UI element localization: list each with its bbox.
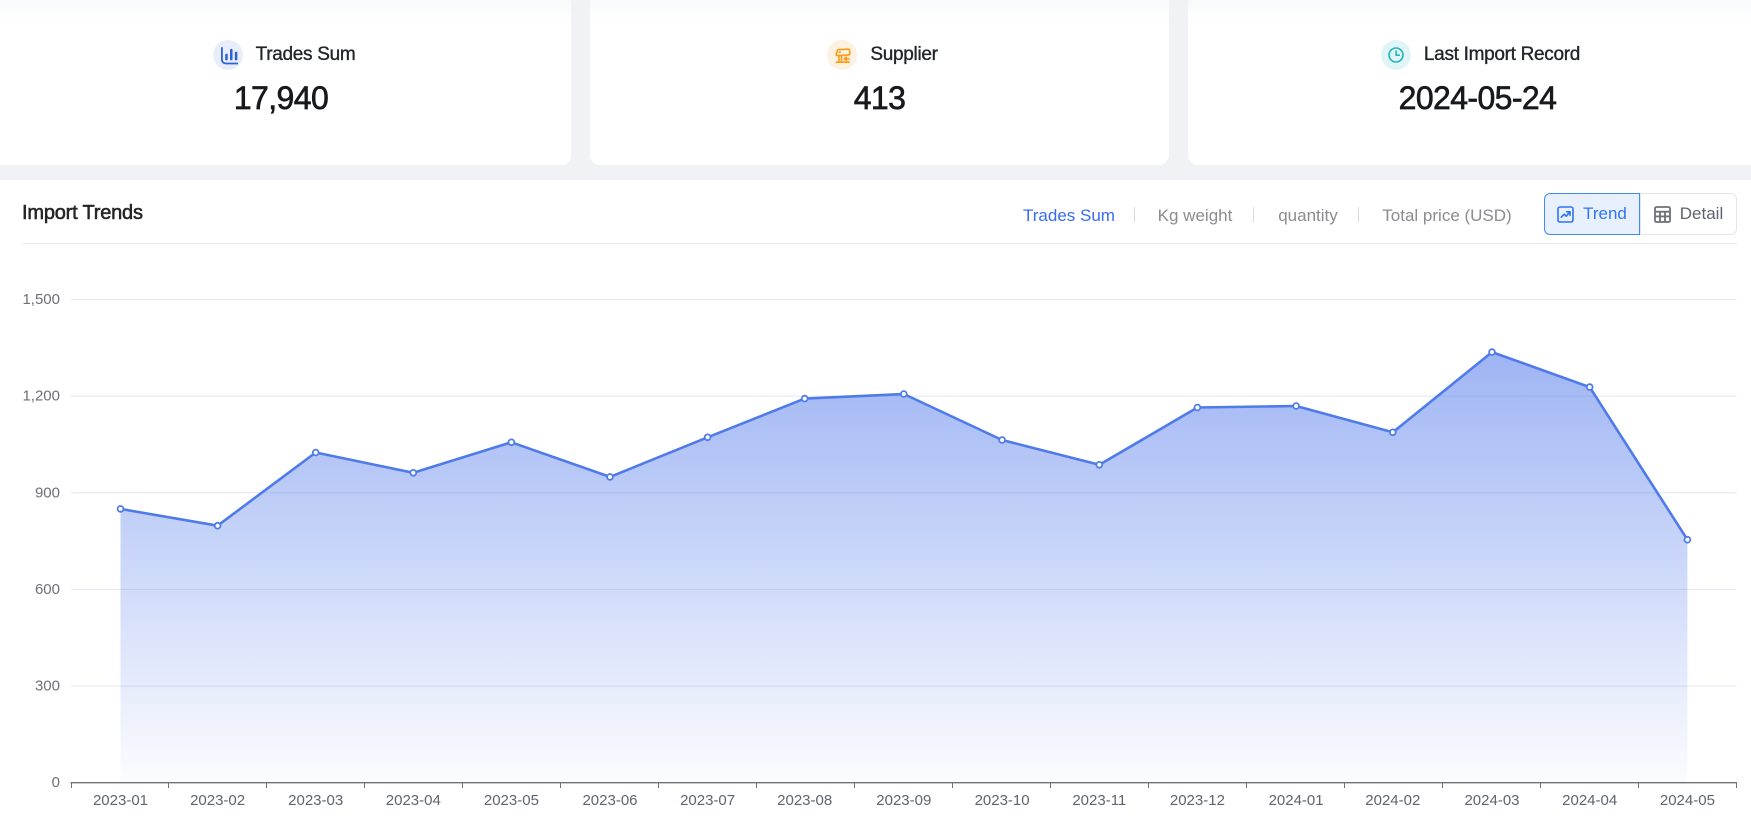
svg-text:2023-03: 2023-03: [288, 792, 343, 809]
svg-text:2023-12: 2023-12: [1170, 792, 1225, 809]
svg-text:2023-07: 2023-07: [680, 792, 735, 809]
svg-text:2023-04: 2023-04: [386, 792, 441, 809]
svg-text:2023-11: 2023-11: [1072, 792, 1126, 809]
svg-text:2023-01: 2023-01: [93, 792, 148, 809]
svg-text:2023-02: 2023-02: [190, 792, 245, 809]
svg-text:2024-05: 2024-05: [1660, 792, 1715, 809]
svg-text:2024-01: 2024-01: [1269, 792, 1324, 809]
svg-text:2023-06: 2023-06: [582, 792, 637, 809]
svg-text:1,200: 1,200: [22, 388, 60, 405]
svg-text:0: 0: [52, 774, 60, 791]
svg-text:2023-09: 2023-09: [876, 792, 931, 809]
svg-text:2024-02: 2024-02: [1365, 792, 1420, 809]
svg-text:2023-08: 2023-08: [777, 792, 832, 809]
svg-text:2023-05: 2023-05: [484, 792, 539, 809]
svg-text:600: 600: [35, 581, 60, 598]
svg-text:900: 900: [35, 484, 60, 501]
svg-text:2024-04: 2024-04: [1562, 792, 1617, 809]
svg-text:2023-10: 2023-10: [975, 792, 1030, 809]
svg-text:2024-03: 2024-03: [1464, 792, 1519, 809]
svg-text:300: 300: [35, 678, 60, 695]
svg-text:1,500: 1,500: [22, 291, 60, 308]
